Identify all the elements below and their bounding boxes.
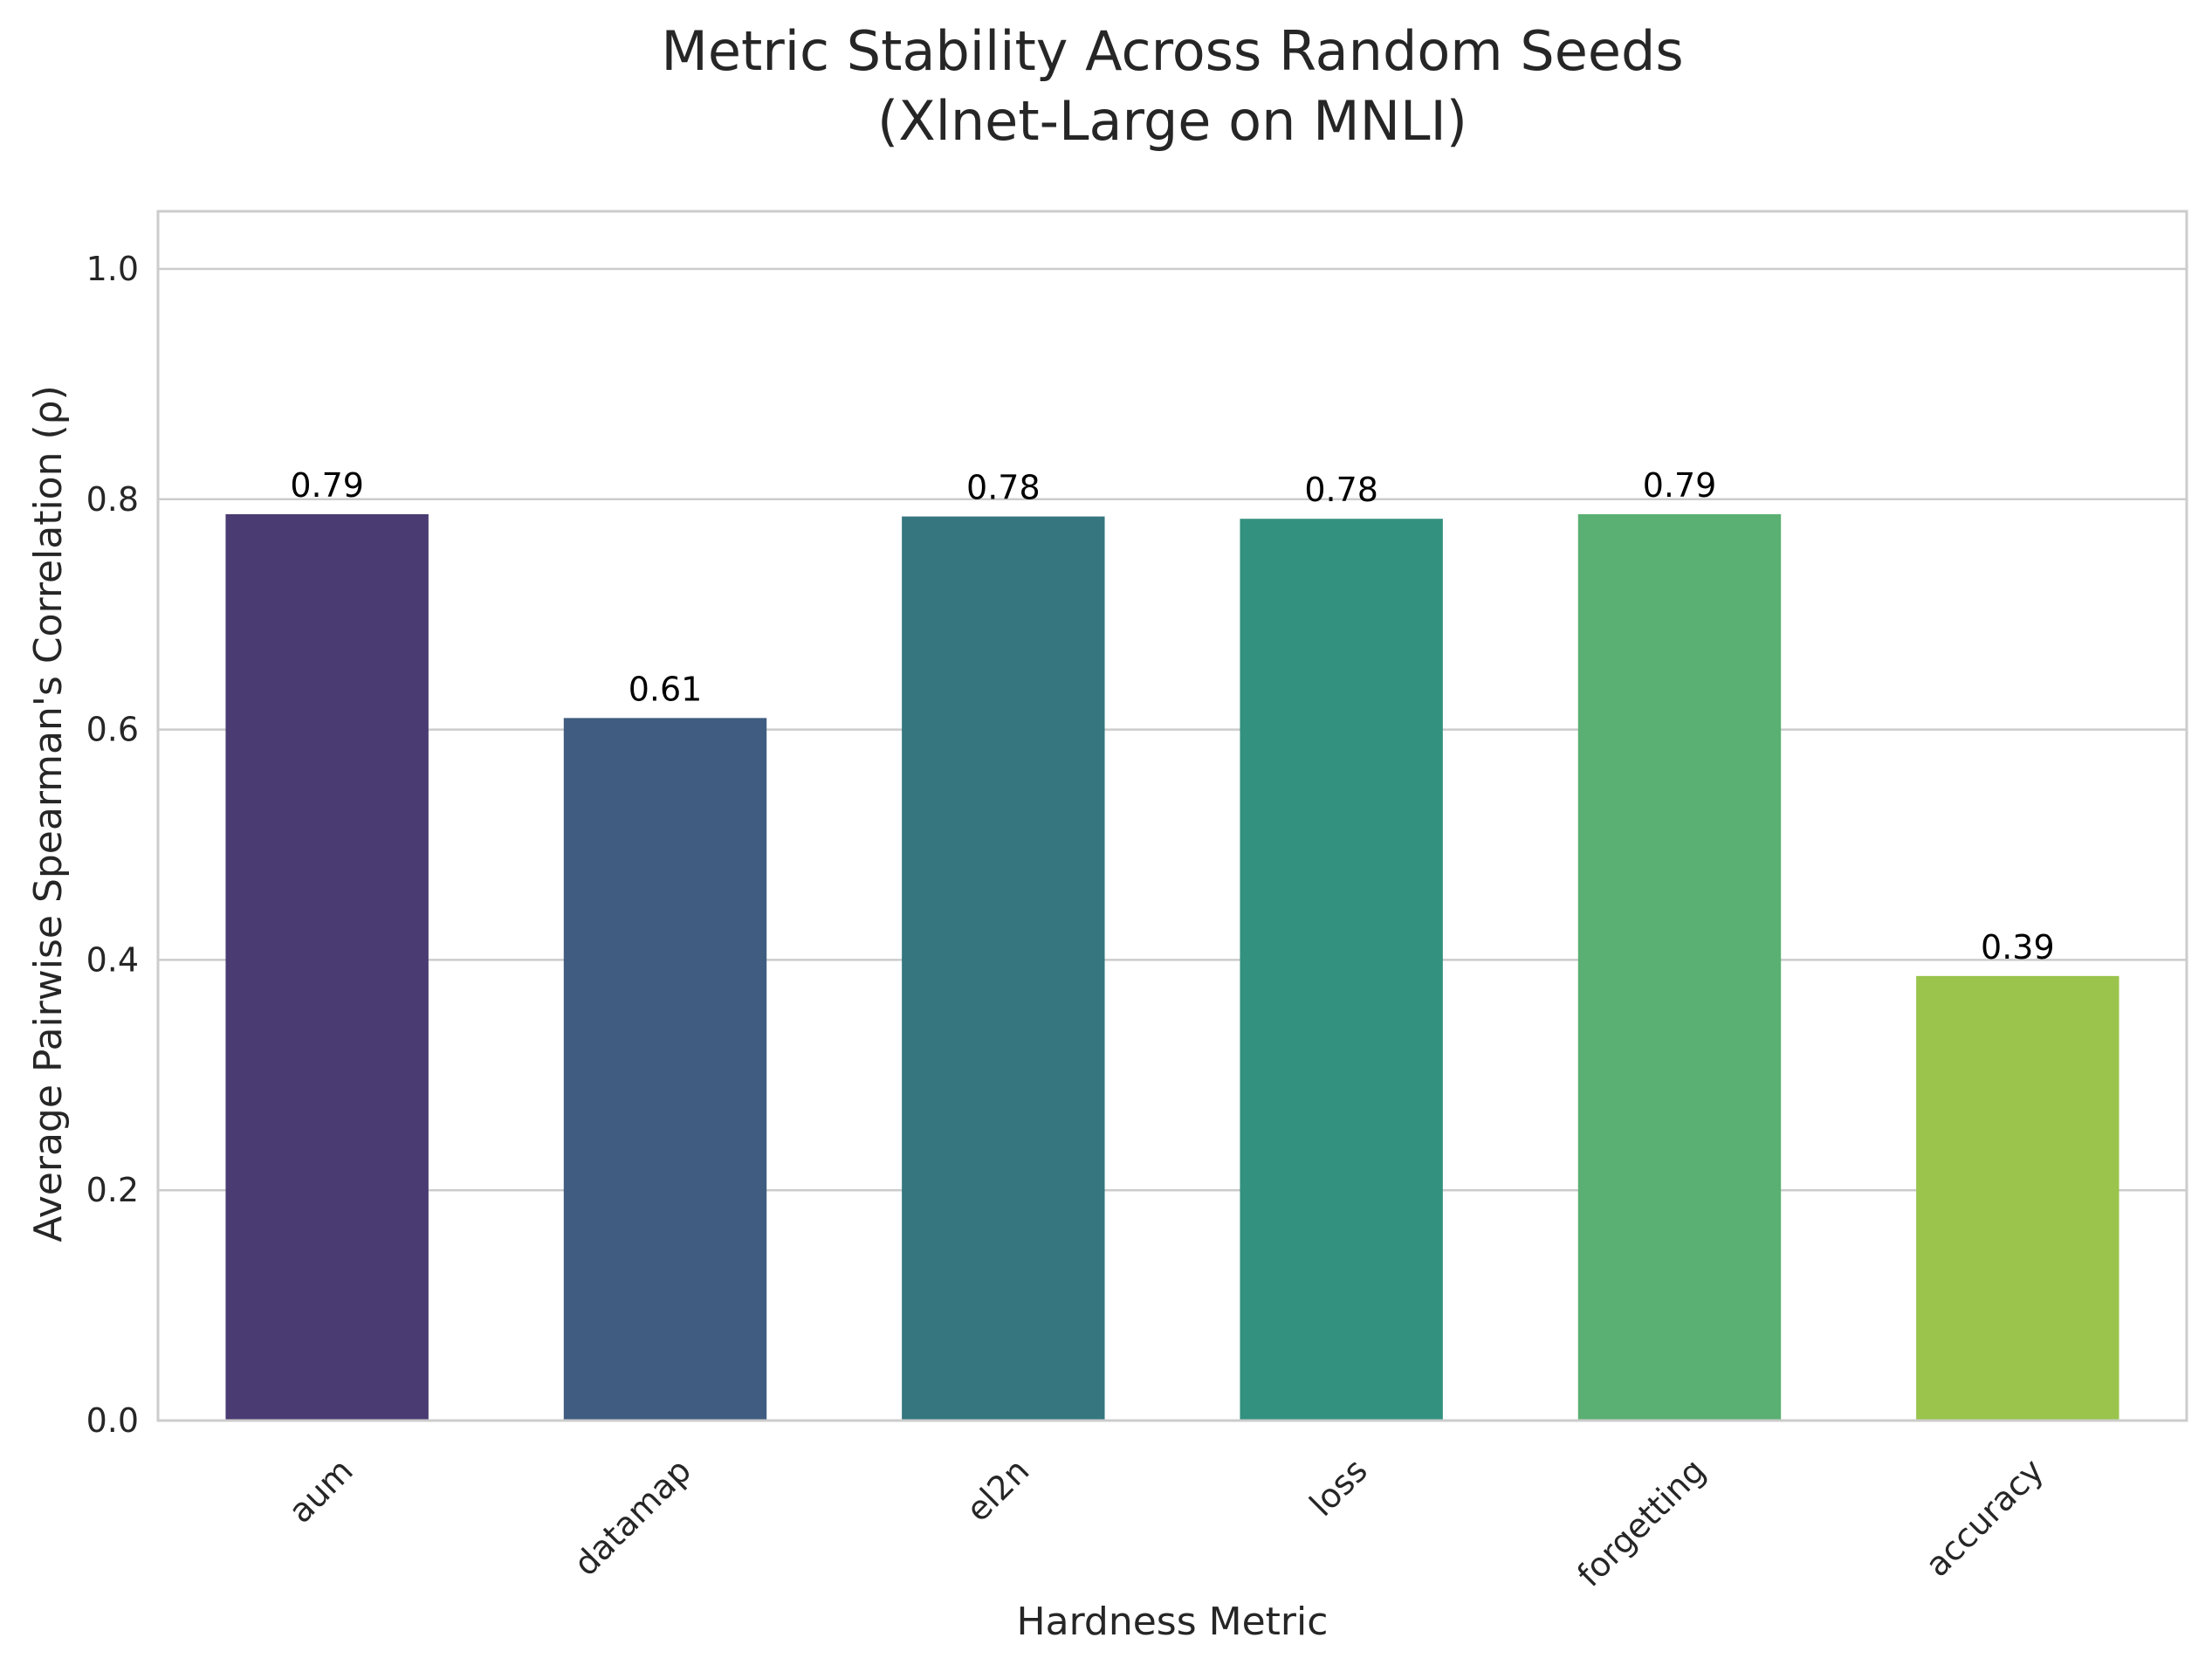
x-tick-label: accuracy — [1918, 1451, 2051, 1584]
data-label: 0.61 — [629, 670, 703, 708]
x-tick-label: forgetting — [1570, 1451, 1713, 1594]
x-tick-labels: aum datamap el2n loss forgetting accuracy — [281, 1451, 2051, 1594]
data-label: 0.79 — [290, 466, 364, 505]
x-tick-label: aum — [281, 1451, 361, 1531]
bar-el2n — [902, 516, 1105, 1421]
y-tick-label: 1.0 — [86, 250, 139, 288]
chart-subtitle: (Xlnet-Large on MNLI) — [877, 89, 1467, 153]
gridlines — [158, 267, 2187, 1422]
plot-frame — [156, 210, 2188, 1422]
data-label: 0.78 — [966, 469, 1041, 507]
y-tick-labels: 0.0 0.2 0.4 0.6 0.8 1.0 — [86, 250, 139, 1440]
chart-title: Metric Stability Across Random Seeds — [661, 19, 1683, 83]
x-axis-label: Hardness Metric — [1017, 1600, 1329, 1644]
bar-forgetting — [1577, 513, 1782, 1421]
y-tick-label: 0.0 — [86, 1401, 139, 1440]
y-tick-label: 0.8 — [86, 480, 139, 519]
bar-accuracy — [1916, 975, 2119, 1421]
data-label: 0.78 — [1304, 471, 1378, 509]
x-tick-label: datamap — [567, 1451, 698, 1583]
y-tick-label: 0.2 — [86, 1171, 139, 1209]
bar-datamap — [563, 718, 767, 1421]
x-tick-label: loss — [1302, 1451, 1375, 1524]
data-labels: 0.79 0.61 0.78 0.78 0.79 0.39 — [290, 466, 2054, 967]
y-tick-label: 0.4 — [86, 940, 139, 979]
bar-aum — [225, 513, 429, 1421]
data-label: 0.79 — [1643, 466, 1717, 505]
x-tick-label: el2n — [958, 1451, 1036, 1529]
y-axis-label: Average Pairwise Spearman's Correlation … — [26, 385, 71, 1242]
bar-loss — [1240, 519, 1443, 1421]
y-tick-label: 0.6 — [86, 711, 139, 749]
bars — [225, 513, 2119, 1421]
data-label: 0.39 — [1981, 928, 2055, 967]
